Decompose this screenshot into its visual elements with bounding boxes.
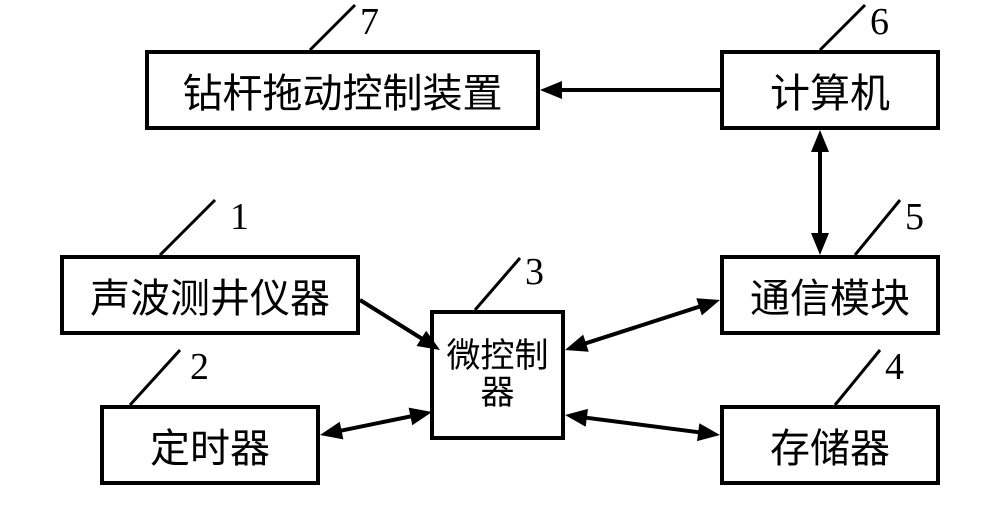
node-label: 微控制器: [442, 338, 553, 413]
node-comm-module: 通信模块: [720, 255, 940, 335]
node-acoustic-logger: 声波测井仪器: [60, 255, 360, 335]
ref-number-7: 7: [360, 0, 379, 44]
node-label: 存储器: [770, 416, 890, 474]
ref-number-3: 3: [525, 250, 544, 294]
node-computer: 计算机: [720, 50, 940, 130]
ref-number-4: 4: [885, 345, 904, 389]
node-label: 通信模块: [750, 266, 910, 324]
node-label: 声波测井仪器: [90, 266, 330, 324]
node-label: 钻杆拖动控制装置: [183, 61, 503, 119]
diagram-canvas: 声波测井仪器 定时器 微控制器 存储器 通信模块 计算机 钻杆拖动控制装置 1 …: [0, 0, 1000, 530]
node-microcontroller: 微控制器: [430, 310, 565, 440]
node-memory: 存储器: [720, 405, 940, 485]
ref-number-5: 5: [905, 195, 924, 239]
ref-number-1: 1: [230, 195, 249, 239]
ref-number-2: 2: [190, 345, 209, 389]
ref-number-6: 6: [870, 0, 889, 44]
node-drill-rod-control: 钻杆拖动控制装置: [145, 50, 540, 130]
node-label: 定时器: [150, 416, 270, 474]
node-timer: 定时器: [100, 405, 320, 485]
node-label: 计算机: [770, 61, 890, 119]
